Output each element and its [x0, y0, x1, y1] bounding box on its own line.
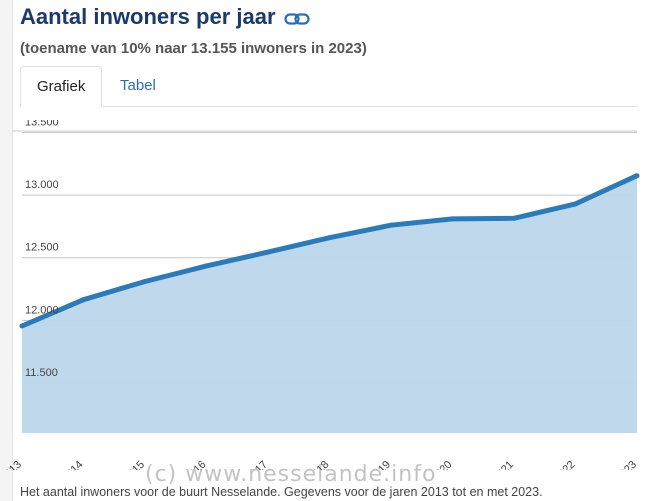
data-point[interactable]	[388, 222, 394, 228]
data-point[interactable]	[204, 263, 209, 269]
y-tick-label: 13.500	[25, 120, 59, 129]
data-point[interactable]	[265, 249, 271, 255]
data-point[interactable]	[634, 173, 640, 179]
data-point[interactable]	[81, 297, 86, 303]
x-tick-label: 2022	[552, 459, 578, 470]
tab-tabel[interactable]: Tabel	[120, 77, 156, 94]
x-tick-label: 2020	[429, 459, 455, 470]
data-point[interactable]	[142, 279, 148, 285]
data-point[interactable]	[573, 201, 578, 207]
x-tick-label: 2016	[183, 459, 209, 470]
page-title: Aantal inwoners per jaar	[20, 4, 276, 29]
population-chart: 11.500 12.000 12.500 13.000 13.500 2013 2014 2…	[0, 120, 640, 470]
chart-subtitle: (toename van 10% naar 13.155 inwoners in…	[20, 40, 367, 57]
link-icon[interactable]	[283, 11, 310, 27]
y-tick-label: 11.500	[25, 367, 58, 379]
tab-grafiek[interactable]: Grafiek	[20, 66, 102, 107]
chart-caption: Het aantal inwoners voor de buurt Nessel…	[20, 485, 543, 499]
y-tick-label: 13.000	[25, 179, 59, 191]
x-tick-label: 2015	[121, 459, 147, 470]
x-tick-label: 2018	[306, 459, 332, 470]
x-tick-label: 2021	[490, 459, 516, 470]
population-area	[22, 175, 637, 433]
data-point[interactable]	[19, 323, 25, 329]
x-tick-label: 2017	[244, 459, 270, 470]
data-point[interactable]	[450, 216, 455, 222]
view-tabs: Grafiek Tabel	[20, 66, 638, 107]
data-point[interactable]	[511, 215, 517, 221]
y-tick-label: 12.000	[25, 304, 59, 316]
x-tick-label: 2019	[367, 459, 393, 470]
x-tick-label: 2014	[60, 459, 86, 470]
x-tick-label: 2023	[613, 459, 639, 470]
watermark-text: (c) www.nesselande.info	[145, 462, 437, 487]
page-left-border	[0, 0, 13, 501]
x-tick-label: 2013	[0, 459, 24, 470]
chart-heading: Aantal inwoners per jaar	[20, 4, 310, 30]
data-point[interactable]	[327, 235, 332, 241]
y-tick-label: 12.500	[25, 242, 59, 254]
